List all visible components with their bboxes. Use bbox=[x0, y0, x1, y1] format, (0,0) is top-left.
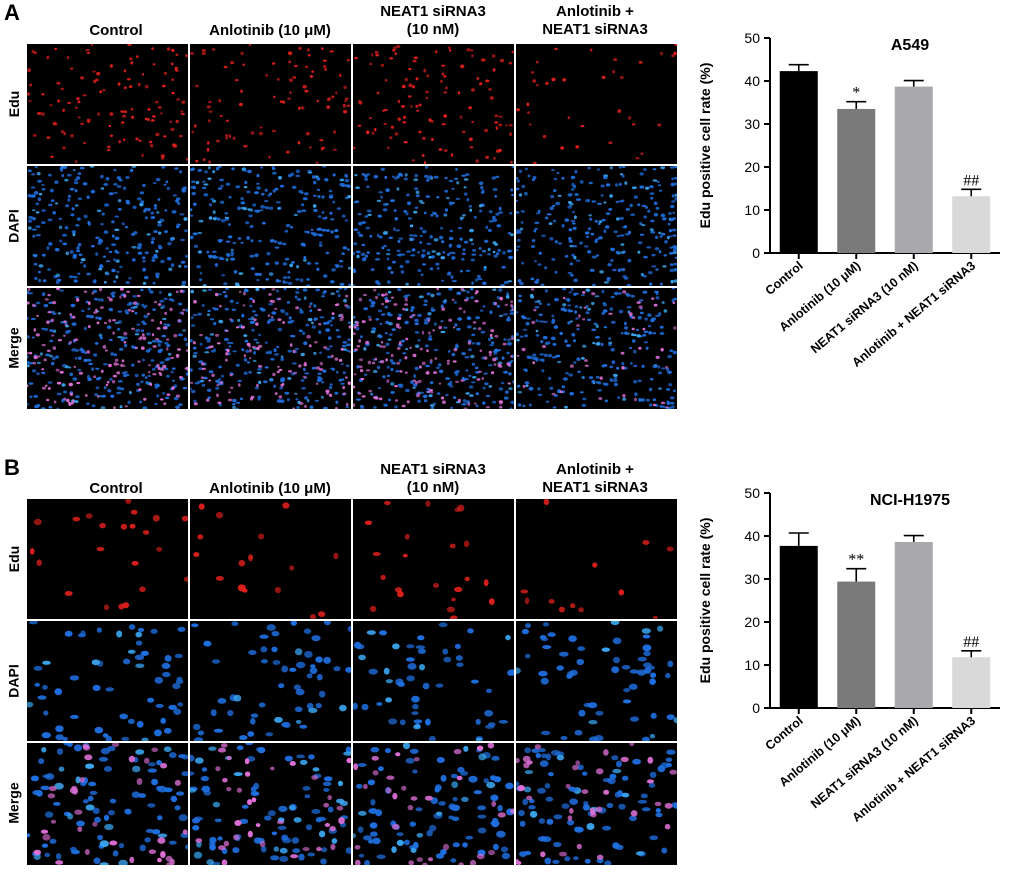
category-label: Control bbox=[763, 714, 806, 753]
y-tick-label: 0 bbox=[752, 245, 760, 261]
row-header-merge: Merge bbox=[6, 782, 23, 824]
significance-label: ** bbox=[848, 552, 864, 569]
row-header-edu: Edu bbox=[6, 90, 23, 118]
column-header-control: Control bbox=[89, 480, 143, 497]
y-tick-label: 50 bbox=[744, 30, 760, 46]
chart-svg: Edu positive cell rate (%) 0 10 20 30 40 50 A54… bbox=[697, 30, 1000, 370]
chart-svg: Edu positive cell rate (%) 0 10 20 30 40 50 NCI… bbox=[697, 485, 1000, 825]
y-axis-label: Edu positive cell rate (%) bbox=[697, 518, 713, 684]
micrograph-edu-anlotinib bbox=[190, 499, 351, 619]
category-label: NEAT1 siRNA3 (10 nM) bbox=[808, 714, 921, 812]
bar bbox=[837, 108, 876, 253]
significance-label: ## bbox=[963, 634, 979, 651]
micrograph-dapi-neat1-sirna3 bbox=[353, 621, 514, 741]
chart-title: NCI-H1975 bbox=[870, 492, 950, 509]
micrograph-merge-anlotinib bbox=[190, 743, 351, 865]
y-tick-label: 50 bbox=[744, 485, 760, 501]
significance-label: * bbox=[852, 85, 860, 102]
bar bbox=[779, 71, 818, 253]
micrograph-edu-control bbox=[27, 44, 188, 164]
y-tick-label: 10 bbox=[744, 657, 760, 673]
micrograph-edu-anlotinib bbox=[190, 44, 351, 164]
bar-chart-nci-h1975: Edu positive cell rate (%) 0 10 20 30 40 50 NCI… bbox=[690, 455, 1020, 875]
micrograph-dapi-control bbox=[27, 166, 188, 286]
category-label: Anlotinib + NEAT1 siRNA3 bbox=[849, 714, 978, 825]
micrograph-merge-neat1-sirna3 bbox=[353, 288, 514, 409]
row-header-dapi: DAPI bbox=[6, 209, 23, 243]
bar bbox=[952, 657, 991, 708]
y-tick-label: 20 bbox=[744, 614, 760, 630]
category-label: Control bbox=[763, 259, 806, 298]
micrograph-dapi-anlotinib bbox=[190, 166, 351, 286]
y-tick-label: 30 bbox=[744, 116, 760, 132]
column-header-anlotinib: Anlotinib (10 μM) bbox=[209, 22, 331, 39]
column-header-combination: Anlotinib + NEAT1 siRNA3 bbox=[542, 461, 648, 496]
column-header-combination: Anlotinib + NEAT1 siRNA3 bbox=[542, 3, 648, 38]
row-header-merge: Merge bbox=[6, 327, 23, 369]
category-label: Anlotinib + NEAT1 siRNA3 bbox=[849, 259, 978, 370]
micrograph-edu-combination bbox=[516, 499, 677, 619]
row-header-edu: Edu bbox=[6, 545, 23, 573]
micrograph-grid-b bbox=[27, 499, 677, 865]
y-tick-label: 20 bbox=[744, 159, 760, 175]
y-tick-label: 30 bbox=[744, 571, 760, 587]
micrograph-merge-anlotinib bbox=[190, 288, 351, 409]
column-header-neat1-sirna3: NEAT1 siRNA3 (10 nM) bbox=[380, 461, 486, 496]
micrograph-dapi-control bbox=[27, 621, 188, 741]
micrograph-dapi-combination bbox=[516, 621, 677, 741]
row-header-dapi: DAPI bbox=[6, 664, 23, 698]
y-axis-label: Edu positive cell rate (%) bbox=[697, 63, 713, 229]
micrograph-grid-a bbox=[27, 44, 677, 409]
micrograph-merge-combination bbox=[516, 743, 677, 865]
micrograph-merge-control bbox=[27, 743, 188, 865]
micrograph-edu-neat1-sirna3 bbox=[353, 44, 514, 164]
panel-b: B Control Anlotinib (10 μM) NEAT1 siRNA3… bbox=[0, 455, 1020, 875]
column-header-anlotinib: Anlotinib (10 μM) bbox=[209, 480, 331, 497]
y-tick-label: 40 bbox=[744, 528, 760, 544]
bar bbox=[952, 196, 991, 253]
bar bbox=[894, 86, 933, 253]
micrograph-dapi-combination bbox=[516, 166, 677, 286]
micrograph-dapi-anlotinib bbox=[190, 621, 351, 741]
panel-label-b: B bbox=[4, 455, 20, 480]
y-tick-label: 10 bbox=[744, 202, 760, 218]
bar bbox=[894, 542, 933, 708]
bar-chart-a549: Edu positive cell rate (%) 0 10 20 30 40 50 A54… bbox=[690, 0, 1020, 420]
y-tick-label: 40 bbox=[744, 73, 760, 89]
micrograph-merge-neat1-sirna3 bbox=[353, 743, 514, 865]
significance-label: ## bbox=[963, 172, 979, 189]
panel-label-a: A bbox=[4, 0, 20, 25]
micrograph-dapi-neat1-sirna3 bbox=[353, 166, 514, 286]
micrograph-edu-neat1-sirna3 bbox=[353, 499, 514, 619]
column-header-control: Control bbox=[89, 22, 143, 39]
bar bbox=[837, 581, 876, 708]
bar bbox=[779, 545, 818, 708]
micrograph-edu-control bbox=[27, 499, 188, 619]
micrograph-edu-combination bbox=[516, 44, 677, 164]
column-header-neat1-sirna3: NEAT1 siRNA3 (10 nM) bbox=[380, 3, 486, 38]
micrograph-merge-control bbox=[27, 288, 188, 409]
category-label: NEAT1 siRNA3 (10 nM) bbox=[808, 259, 921, 357]
y-tick-label: 0 bbox=[752, 700, 760, 716]
chart-title: A549 bbox=[891, 37, 929, 54]
micrograph-merge-combination bbox=[516, 288, 677, 409]
panel-a: A Control Anlotinib (10 μM) NEAT1 siRNA3… bbox=[0, 0, 1020, 420]
